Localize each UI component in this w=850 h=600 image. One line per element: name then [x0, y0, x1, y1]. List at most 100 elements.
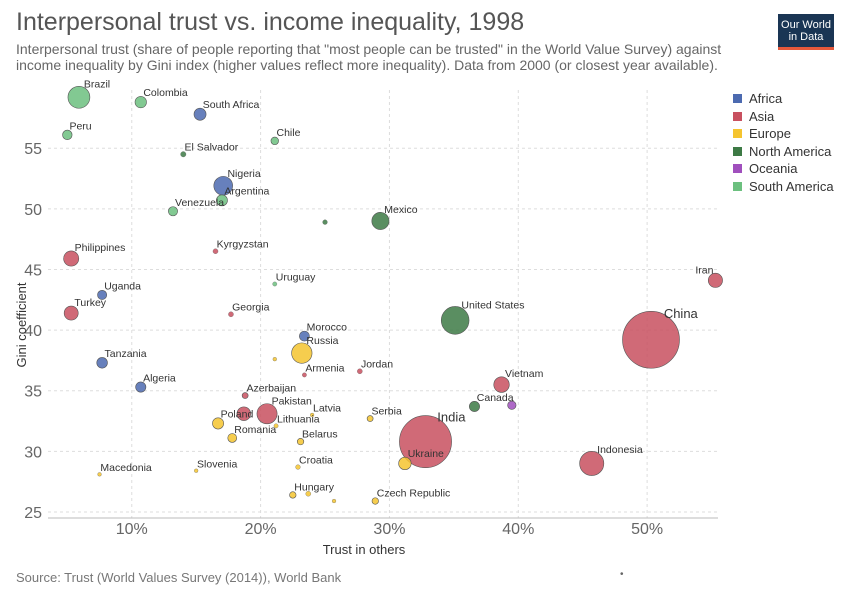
- bubble-point[interactable]: [270, 136, 279, 146]
- bubble-point[interactable]: [62, 129, 73, 140]
- point-label: Czech Republic: [377, 488, 451, 500]
- bubble-point[interactable]: [366, 415, 374, 422]
- legend-item-europe[interactable]: Europe: [733, 125, 834, 143]
- legend-item-africa[interactable]: Africa: [733, 90, 834, 108]
- bubble-point[interactable]: [256, 403, 278, 425]
- bubble-point[interactable]: [134, 96, 147, 109]
- point-label: Mexico: [384, 204, 417, 216]
- legend-item-oceania[interactable]: Oceania: [733, 160, 834, 178]
- grid-lines: [48, 90, 718, 519]
- tick-labels: 25 30 35 40 45 50 55 10% 20% 30% 40% 50%: [24, 141, 663, 538]
- legend-swatch: [733, 181, 742, 191]
- bubble-point[interactable]: [212, 417, 224, 430]
- y-tick-label: 50: [24, 202, 42, 219]
- logo-line-1: Our World: [781, 19, 831, 31]
- point-label: India: [437, 409, 466, 424]
- bubble-point[interactable]: [322, 219, 328, 225]
- y-tick-label: 40: [24, 323, 42, 340]
- bubbles-layer: [62, 86, 723, 505]
- y-tick-label: 30: [24, 444, 42, 461]
- bubble-point[interactable]: [194, 468, 199, 473]
- bubble-point[interactable]: [371, 212, 390, 230]
- legend-swatch: [733, 164, 742, 174]
- x-tick-label: 30%: [373, 521, 405, 538]
- point-label: El Salvador: [185, 141, 239, 153]
- x-tick-label: 40%: [502, 521, 534, 538]
- bubble-point[interactable]: [399, 415, 452, 468]
- bubble-point[interactable]: [96, 357, 108, 369]
- legend-swatch: [733, 94, 742, 104]
- y-tick-label: 45: [24, 262, 42, 279]
- bubble-point[interactable]: [228, 311, 234, 318]
- point-label: Morocco: [307, 322, 347, 334]
- bubble-point[interactable]: [296, 438, 305, 446]
- bubble-point[interactable]: [707, 272, 723, 288]
- bubble-point[interactable]: [180, 151, 187, 158]
- legend: Africa Asia Europe North America Oceania Sout…: [733, 90, 834, 195]
- bubble-point[interactable]: [272, 357, 277, 362]
- bubble-point[interactable]: [236, 406, 251, 421]
- point-label: Poland: [221, 409, 254, 421]
- source-note: Source: Trust (World Values Survey (2014…: [16, 570, 342, 585]
- point-label: Nigeria: [227, 168, 260, 180]
- bubble-point[interactable]: [168, 206, 178, 217]
- legend-item-south-america[interactable]: South America: [733, 178, 834, 196]
- bubble-point[interactable]: [63, 250, 80, 267]
- bubble-point[interactable]: [302, 372, 307, 378]
- bubble-point[interactable]: [622, 310, 680, 369]
- point-label: China: [664, 306, 699, 321]
- bubble-point[interactable]: [305, 491, 311, 497]
- bubble-point[interactable]: [212, 248, 219, 254]
- point-label: Russia: [306, 335, 338, 347]
- bubble-point[interactable]: [295, 464, 301, 470]
- bubble-point[interactable]: [579, 451, 605, 476]
- bubble-point[interactable]: [507, 400, 517, 410]
- point-label: Hungary: [294, 482, 334, 494]
- point-label: Azerbaijan: [246, 382, 296, 394]
- bubble-point[interactable]: [331, 498, 337, 504]
- point-label: Iran: [695, 264, 713, 276]
- point-label: Canada: [477, 392, 514, 404]
- bubble-point[interactable]: [291, 342, 313, 364]
- bubble-point[interactable]: [97, 472, 102, 477]
- x-tick-label: 20%: [245, 521, 277, 538]
- bubble-point[interactable]: [398, 456, 412, 470]
- bubble-point[interactable]: [67, 86, 91, 109]
- point-label: Algeria: [143, 372, 176, 384]
- bubble-point[interactable]: [371, 497, 379, 505]
- legend-label: South America: [749, 178, 834, 194]
- legend-item-north-america[interactable]: North America: [733, 143, 834, 161]
- point-label: Slovenia: [197, 458, 237, 470]
- legend-swatch: [733, 111, 742, 121]
- bubble-point[interactable]: [469, 401, 480, 412]
- point-label: Uganda: [104, 281, 141, 293]
- chart-title: Interpersonal trust vs. income inequalit…: [16, 8, 525, 36]
- point-label: Turkey: [74, 297, 106, 309]
- bubble-point[interactable]: [241, 392, 249, 399]
- bubble-point[interactable]: [272, 281, 278, 287]
- point-label: Tanzania: [105, 348, 147, 360]
- bubble-point[interactable]: [289, 491, 297, 499]
- bubble-point[interactable]: [440, 306, 470, 335]
- bubble-point[interactable]: [63, 305, 79, 321]
- bubble-point[interactable]: [97, 289, 108, 300]
- legend-item-asia[interactable]: Asia: [733, 108, 834, 126]
- bubble-point[interactable]: [135, 381, 147, 393]
- bubble-point[interactable]: [493, 376, 510, 393]
- bubble-point[interactable]: [227, 433, 238, 443]
- bubble-point[interactable]: [357, 368, 363, 374]
- owid-logo[interactable]: Our World in Data: [778, 14, 834, 50]
- point-label: Serbia: [371, 405, 402, 417]
- x-axis-label: Trust in others: [323, 542, 406, 557]
- point-label: Kyrgyzstan: [217, 238, 269, 250]
- point-label: South Africa: [203, 99, 260, 111]
- bubble-point[interactable]: [310, 412, 315, 417]
- bubble-point[interactable]: [216, 194, 228, 207]
- point-label: Latvia: [313, 403, 341, 415]
- point-label: Belarus: [302, 428, 338, 440]
- bubble-point[interactable]: [193, 107, 207, 121]
- bubble-point[interactable]: [299, 330, 310, 342]
- bubble-point[interactable]: [273, 423, 279, 429]
- legend-swatch: [733, 129, 742, 139]
